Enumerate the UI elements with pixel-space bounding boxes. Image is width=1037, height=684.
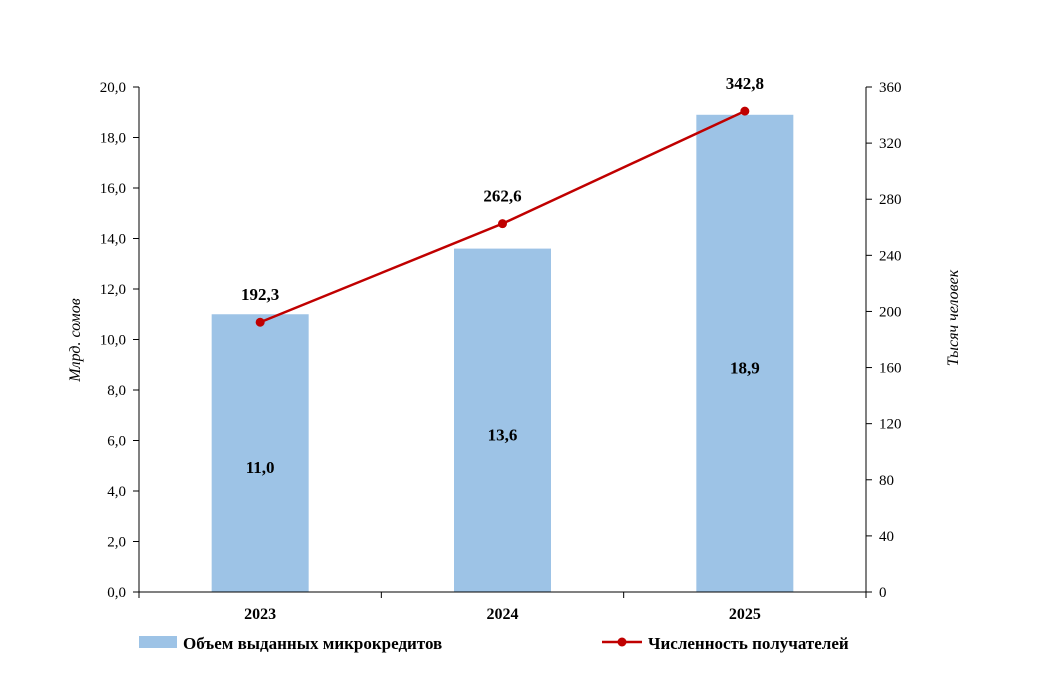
y-tick-label: 14,0 xyxy=(100,232,126,248)
y-tick-label: 18,0 xyxy=(100,131,126,147)
y-tick-label: 2,0 xyxy=(107,535,126,551)
y-tick-label: 0,0 xyxy=(107,585,126,601)
x-tick-label: 2025 xyxy=(729,606,761,623)
y2-tick-label: 200 xyxy=(879,304,902,320)
y-tick-label: 20,0 xyxy=(100,80,126,96)
line-value-label: 192,3 xyxy=(241,285,279,304)
y2-tick-label: 360 xyxy=(879,80,902,96)
x-tick-label: 2023 xyxy=(244,606,276,623)
bar-2023 xyxy=(211,314,309,592)
y2-tick-label: 320 xyxy=(879,136,902,152)
y2-tick-label: 240 xyxy=(879,248,902,264)
y2-tick-label: 120 xyxy=(879,417,902,433)
bar-2024 xyxy=(454,248,551,592)
legend-label-bar: Объем выданных микрокредитов xyxy=(183,634,442,653)
y-tick-label: 12,0 xyxy=(100,282,126,298)
bar-value-label: 18,9 xyxy=(730,358,760,377)
y-axis-title: Млрд. сомов xyxy=(67,298,84,382)
y-tick-label: 8,0 xyxy=(107,383,126,399)
y2-tick-label: 0 xyxy=(879,585,887,601)
y2-axis-title: Тысяч человек xyxy=(945,269,962,366)
y2-tick-label: 80 xyxy=(879,473,894,489)
y2-tick-label: 160 xyxy=(879,361,902,377)
y2-tick-label: 40 xyxy=(879,529,894,545)
y-tick-label: 16,0 xyxy=(100,181,126,197)
y-tick-label: 6,0 xyxy=(107,434,126,450)
line-point-2023 xyxy=(255,317,265,327)
line-point-2024 xyxy=(498,219,507,229)
line-value-label: 262,6 xyxy=(483,187,521,206)
bar-value-label: 13,6 xyxy=(488,425,518,444)
x-tick-label: 2024 xyxy=(487,606,519,623)
legend: Объем выданных микрокредитов Численность… xyxy=(139,634,849,653)
y-tick-label: 4,0 xyxy=(107,484,126,500)
y2-tick-label: 280 xyxy=(879,192,902,208)
legend-marker xyxy=(617,637,627,647)
legend-swatch-bar xyxy=(139,636,177,648)
bar-value-label: 11,0 xyxy=(246,458,275,477)
legend-label-line: Численность получателей xyxy=(648,634,849,653)
bar-2025 xyxy=(696,114,794,593)
line-point-2025 xyxy=(740,106,750,116)
y-tick-label: 10,0 xyxy=(100,333,126,349)
line-value-label: 342,8 xyxy=(726,74,764,93)
